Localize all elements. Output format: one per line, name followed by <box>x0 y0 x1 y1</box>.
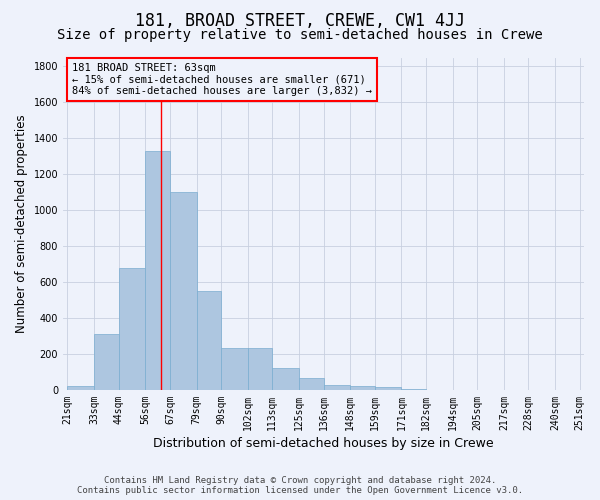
Bar <box>272 368 299 390</box>
Text: Contains HM Land Registry data © Crown copyright and database right 2024.
Contai: Contains HM Land Registry data © Crown c… <box>77 476 523 495</box>
Bar <box>401 389 426 390</box>
Bar <box>197 291 221 390</box>
Bar <box>221 348 248 390</box>
Text: 181 BROAD STREET: 63sqm
← 15% of semi-detached houses are smaller (671)
84% of s: 181 BROAD STREET: 63sqm ← 15% of semi-de… <box>72 63 372 96</box>
Y-axis label: Number of semi-detached properties: Number of semi-detached properties <box>15 114 28 333</box>
Bar <box>145 151 170 390</box>
Bar <box>94 334 119 390</box>
Bar <box>248 348 272 390</box>
Bar <box>67 386 94 390</box>
Text: 181, BROAD STREET, CREWE, CW1 4JJ: 181, BROAD STREET, CREWE, CW1 4JJ <box>135 12 465 30</box>
Bar <box>119 268 145 390</box>
Bar <box>323 384 350 390</box>
Bar <box>299 378 323 390</box>
Text: Size of property relative to semi-detached houses in Crewe: Size of property relative to semi-detach… <box>57 28 543 42</box>
Bar <box>350 386 375 390</box>
Bar <box>375 387 401 390</box>
X-axis label: Distribution of semi-detached houses by size in Crewe: Distribution of semi-detached houses by … <box>153 437 494 450</box>
Bar <box>170 192 197 390</box>
